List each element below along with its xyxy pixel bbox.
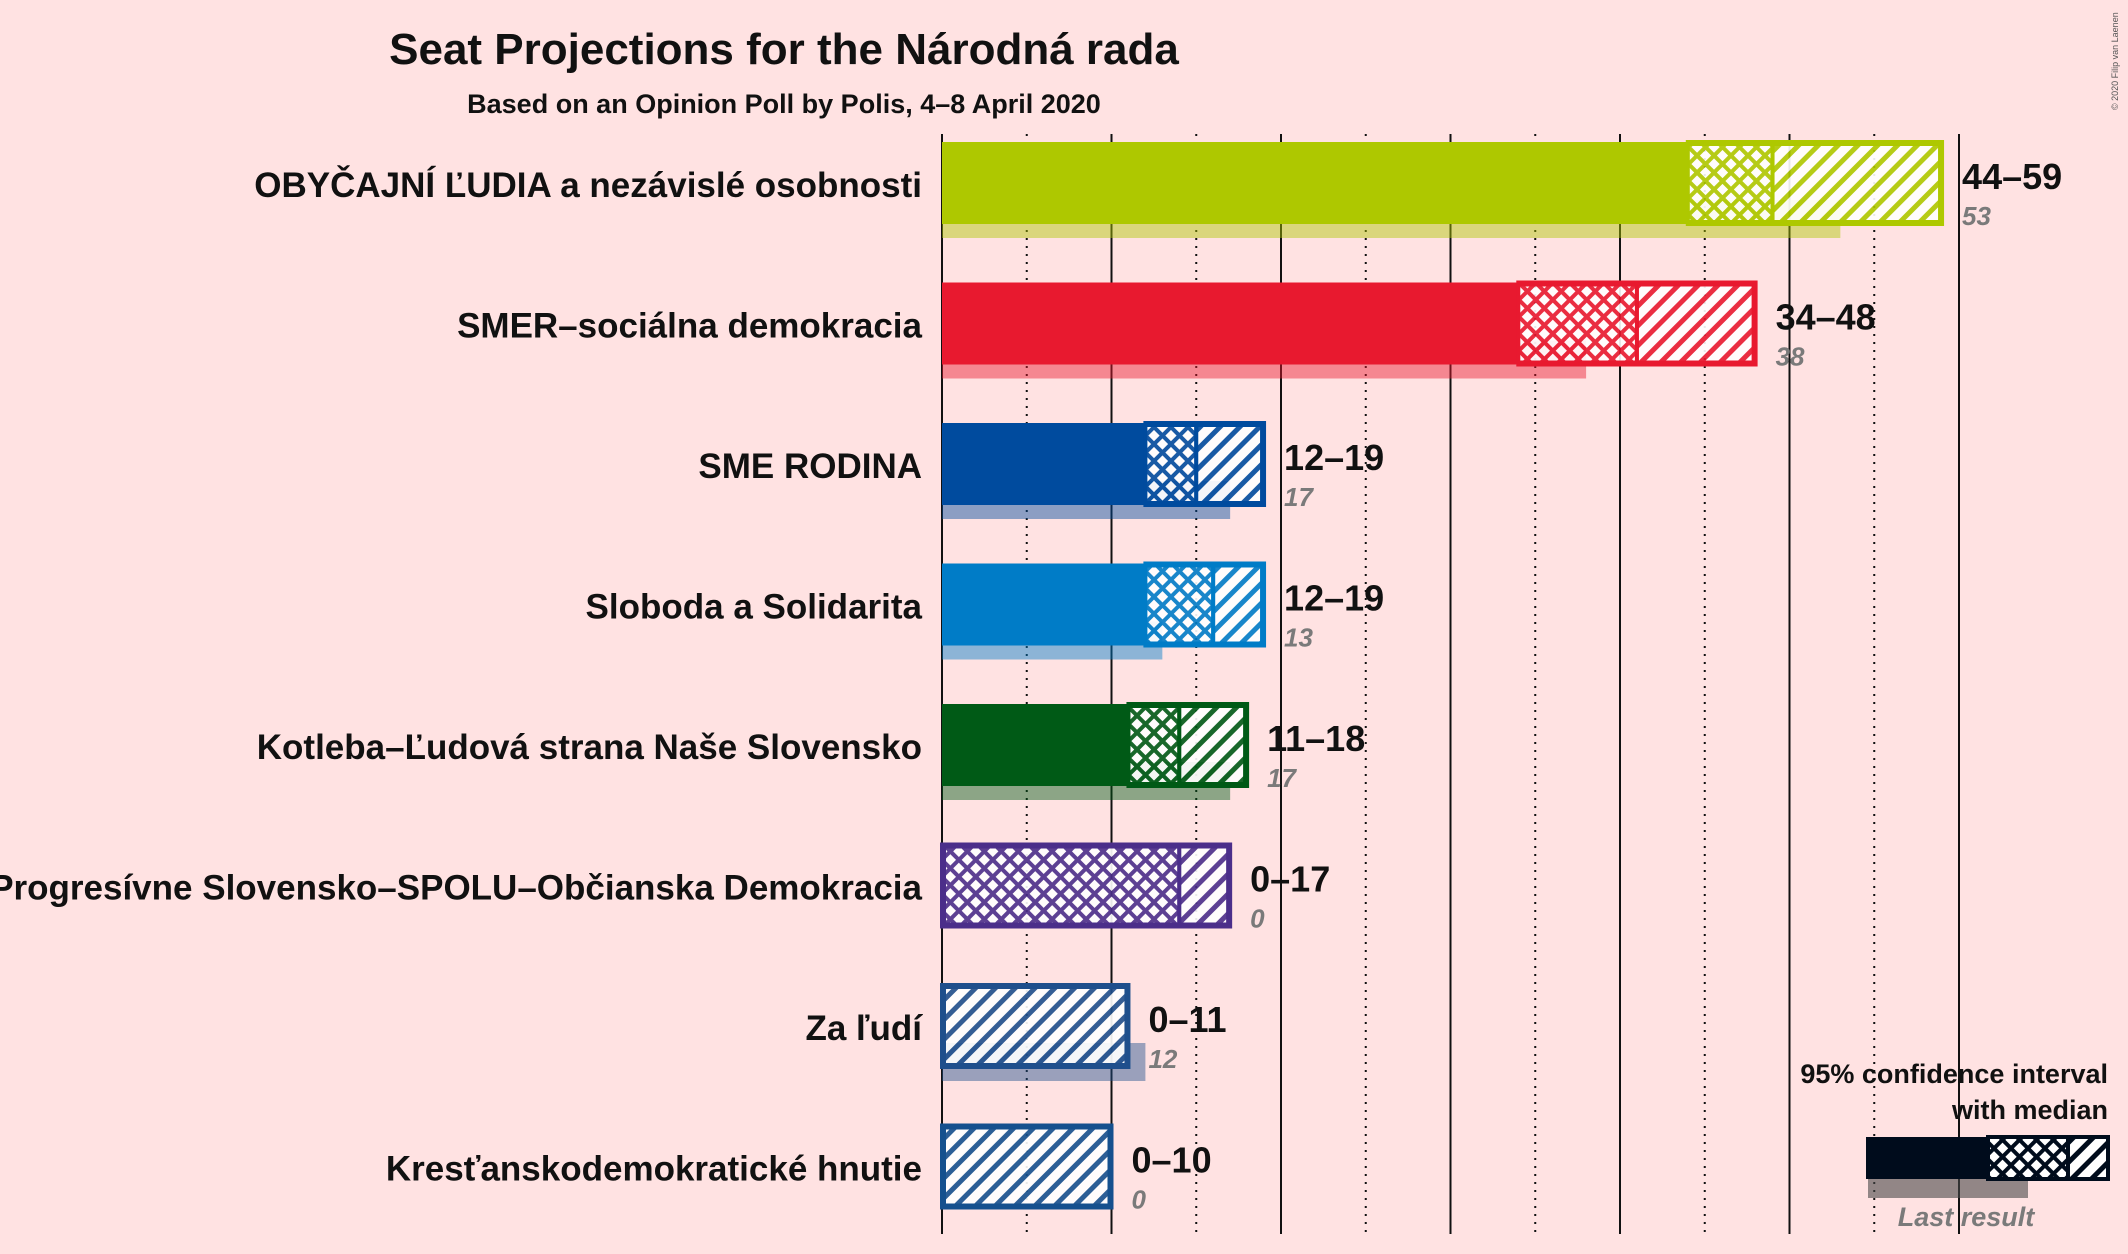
ci-median-bar (940, 842, 1182, 929)
party-row: Kresťanskodemokratické hnutie 0–10 0 (386, 1123, 1212, 1215)
ci-outline (942, 704, 1248, 786)
party-name-label: Sloboda a Solidarita (586, 588, 923, 627)
legend-title-line2: with median (1951, 1095, 2108, 1125)
ci-upper-bar (1177, 702, 1250, 788)
ci-median-bar (1143, 421, 1199, 507)
last-result-label: 38 (1776, 342, 1805, 372)
last-result-label: 53 (1962, 201, 1991, 231)
party-row: SME RODINA 12–19 17 (698, 421, 1384, 519)
ci-solid-bar (942, 423, 1146, 505)
ci-solid-bar (942, 142, 1688, 224)
bars-group: OBYČAJNÍ ĽUDIA a nezávislé osobnosti 44–5… (0, 140, 2062, 1215)
ci-outline (942, 985, 1129, 1067)
last-result-label: 17 (1267, 763, 1297, 793)
party-row: Progresívne Slovensko–SPOLU–Občianska De… (0, 842, 1330, 934)
ci-median-bar (1516, 280, 1639, 367)
range-label: 0–11 (1148, 999, 1226, 1040)
ci-median-bar (1685, 140, 1775, 226)
ci-upper-bar (1634, 280, 1758, 367)
ci-upper-bar (940, 1123, 1114, 1210)
ci-solid-bar (942, 282, 1519, 365)
ci-solid-bar (942, 563, 1146, 646)
last-result-label: 13 (1284, 623, 1313, 653)
party-name-label: Kotleba–Ľudová strana Naše Slovensko (257, 728, 922, 767)
range-label: 0–17 (1250, 859, 1330, 900)
last-result-label: 12 (1148, 1044, 1177, 1074)
last-result-label: 0 (1250, 904, 1265, 934)
ci-outline (942, 563, 1265, 646)
legend-crosshatch-bar (1986, 1135, 2070, 1181)
range-label: 34–48 (1776, 297, 1876, 338)
ci-upper-bar (1194, 421, 1267, 507)
legend-solid-bar (1866, 1137, 1988, 1179)
party-row: OBYČAJNÍ ĽUDIA a nezávislé osobnosti 44–5… (254, 140, 2062, 238)
ci-upper-bar (1177, 842, 1233, 929)
chart-title: Seat Projections for the Národná rada (389, 25, 1179, 74)
range-label: 44–59 (1962, 156, 2062, 197)
ci-median-bar (1126, 702, 1182, 788)
ci-outline (942, 423, 1265, 505)
range-label: 12–19 (1284, 437, 1384, 478)
chart-subtitle: Based on an Opinion Poll by Polis, 4–8 A… (467, 89, 1101, 119)
copyright-note: © 2020 Filip van Laenen (2110, 12, 2120, 110)
range-label: 12–19 (1284, 578, 1384, 619)
legend-hatch-bar (2066, 1135, 2110, 1181)
party-row: Sloboda a Solidarita 12–19 13 (586, 561, 1384, 660)
party-name-label: Kresťanskodemokratické hnutie (386, 1150, 922, 1189)
legend-title-line1: 95% confidence interval (1800, 1059, 2108, 1089)
party-name-label: Progresívne Slovensko–SPOLU–Občianska De… (0, 869, 923, 908)
party-name-label: Za ľudí (805, 1009, 923, 1048)
party-row: Kotleba–Ľudová strana Naše Slovensko 11–1… (257, 702, 1365, 800)
ci-outline (942, 844, 1231, 927)
last-result-label: 17 (1284, 482, 1314, 512)
legend-last-result-label: Last result (1898, 1202, 2036, 1232)
ci-upper-bar (940, 983, 1131, 1069)
party-name-label: SMER–sociálna demokracia (457, 307, 922, 346)
range-label: 0–10 (1132, 1140, 1212, 1181)
party-row: Za ľudí 0–11 12 (805, 983, 1227, 1081)
last-result-label: 0 (1132, 1185, 1147, 1215)
ci-upper-bar (1770, 140, 1945, 226)
ci-outline (942, 282, 1756, 365)
legend: 95% confidence interval with median Last… (1800, 1059, 2110, 1232)
party-name-label: OBYČAJNÍ ĽUDIA a nezávislé osobnosti (254, 165, 922, 205)
range-label: 11–18 (1267, 718, 1365, 759)
ci-outline (942, 1125, 1112, 1208)
ci-median-bar (1143, 561, 1216, 648)
ci-upper-bar (1211, 561, 1267, 648)
ci-solid-bar (942, 704, 1129, 786)
ci-outline (942, 142, 1943, 224)
party-name-label: SME RODINA (698, 447, 922, 486)
party-row: SMER–sociálna demokracia 34–48 38 (457, 280, 1876, 379)
